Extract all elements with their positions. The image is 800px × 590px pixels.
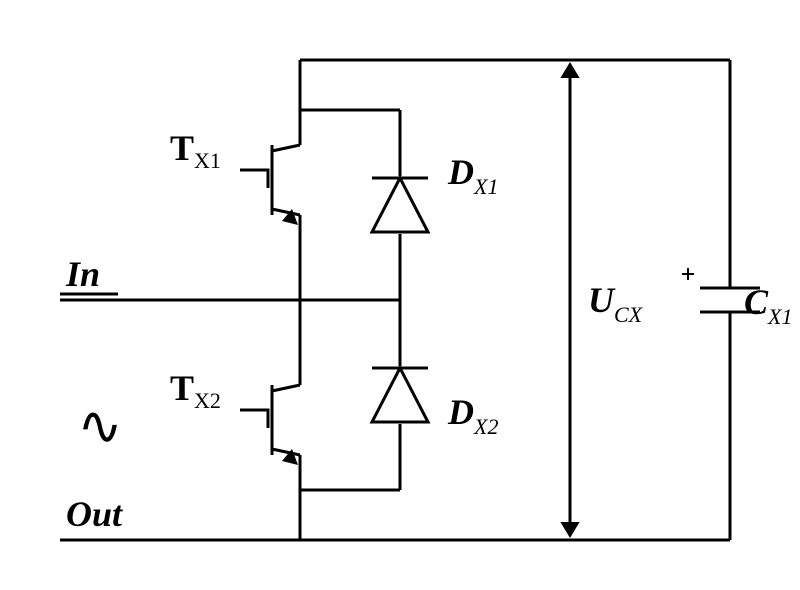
igbt-tx2	[240, 300, 300, 540]
diode-dx1	[372, 110, 428, 300]
label-tx2: TX2	[170, 368, 221, 413]
label-dx1: DX1	[447, 152, 498, 199]
label-in: In	[65, 254, 100, 294]
igbt-tx1	[240, 60, 300, 300]
label-cx1: CX1	[744, 282, 792, 329]
diode-dx2	[372, 300, 428, 490]
label-dx2: DX2	[447, 392, 498, 439]
ac-symbol: ∿	[77, 396, 122, 456]
label-out: Out	[66, 494, 123, 534]
label-ucx: UCX	[588, 280, 644, 327]
label-tx1: TX1	[170, 128, 221, 173]
